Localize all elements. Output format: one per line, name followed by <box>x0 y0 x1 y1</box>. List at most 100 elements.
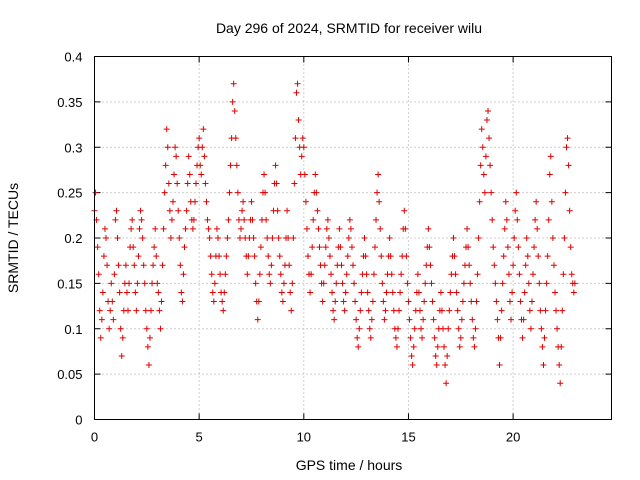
data-point <box>203 198 210 205</box>
data-point <box>337 244 344 251</box>
data-point <box>498 307 505 314</box>
data-point <box>364 289 371 296</box>
data-point <box>151 244 158 251</box>
data-point <box>426 244 433 251</box>
data-point <box>415 289 422 296</box>
data-point <box>176 235 183 241</box>
data-point <box>340 298 347 305</box>
data-point <box>499 280 506 287</box>
data-point <box>229 98 236 105</box>
data-point <box>97 334 104 341</box>
data-point <box>465 244 472 251</box>
data-point <box>553 307 560 314</box>
data-point <box>181 244 188 251</box>
data-point <box>562 189 569 196</box>
data-point <box>443 380 450 387</box>
data-point <box>548 198 555 205</box>
data-point <box>315 225 322 232</box>
data-point <box>165 180 172 187</box>
data-point <box>405 298 412 305</box>
data-point <box>298 153 305 160</box>
data-point <box>101 225 108 232</box>
data-point <box>373 216 380 223</box>
data-point <box>124 307 131 314</box>
y-tick-label: 0.2 <box>64 231 82 246</box>
data-point <box>92 189 99 196</box>
data-point <box>530 271 537 278</box>
data-point <box>185 153 192 160</box>
data-point <box>480 171 487 178</box>
data-point <box>545 216 552 223</box>
data-point <box>180 271 187 278</box>
data-point <box>96 307 103 314</box>
data-point <box>539 343 546 350</box>
data-point <box>453 289 460 296</box>
data-point <box>126 280 133 287</box>
data-point <box>357 307 364 314</box>
data-point <box>225 216 232 223</box>
data-point <box>351 280 358 287</box>
data-point <box>103 235 110 241</box>
data-point <box>139 235 146 241</box>
y-tick-label: 0.4 <box>64 50 82 65</box>
data-point <box>396 307 403 314</box>
data-point <box>227 162 234 169</box>
data-point <box>445 325 452 332</box>
data-point <box>331 316 338 323</box>
data-point <box>159 262 166 269</box>
data-point <box>323 225 330 232</box>
data-point <box>380 298 387 305</box>
data-point <box>211 280 218 287</box>
data-point <box>179 298 186 305</box>
x-tick-label: 10 <box>297 430 311 445</box>
data-point <box>324 216 331 223</box>
data-point <box>492 280 499 287</box>
data-point <box>534 225 541 232</box>
data-point <box>379 280 386 287</box>
data-point <box>561 235 568 241</box>
data-point <box>166 207 173 214</box>
data-point <box>202 180 209 187</box>
data-point <box>419 334 426 341</box>
plot-frame <box>94 56 612 420</box>
data-point <box>118 352 125 359</box>
data-point <box>206 235 213 241</box>
data-point <box>210 298 217 305</box>
data-point <box>223 253 230 260</box>
data-point <box>333 280 340 287</box>
data-point <box>479 144 486 151</box>
x-tick-label: 5 <box>196 430 203 445</box>
data-point <box>276 253 283 260</box>
data-point <box>236 235 243 241</box>
data-point <box>111 271 118 278</box>
data-point <box>167 235 174 241</box>
data-point <box>173 153 180 160</box>
data-point <box>368 316 375 323</box>
data-point <box>132 289 139 296</box>
data-point <box>411 325 418 332</box>
data-point <box>386 235 393 241</box>
data-point <box>532 216 539 223</box>
data-point <box>122 262 129 269</box>
data-point <box>476 198 483 205</box>
data-point <box>221 289 228 296</box>
data-point <box>478 126 485 133</box>
data-point <box>526 307 533 314</box>
data-point <box>108 280 115 287</box>
data-point <box>363 271 370 278</box>
data-point <box>114 235 121 241</box>
data-point <box>263 216 270 223</box>
data-point <box>278 289 285 296</box>
x-axis-label: GPS time / hours <box>296 457 403 473</box>
data-point <box>107 307 114 314</box>
data-point <box>143 325 150 332</box>
data-point <box>416 307 423 314</box>
data-point <box>303 225 310 232</box>
data-point <box>376 198 383 205</box>
data-point <box>425 225 432 232</box>
data-point <box>512 207 519 214</box>
data-point <box>110 316 117 323</box>
data-point <box>494 316 501 323</box>
data-point <box>559 307 566 314</box>
data-point <box>142 307 149 314</box>
